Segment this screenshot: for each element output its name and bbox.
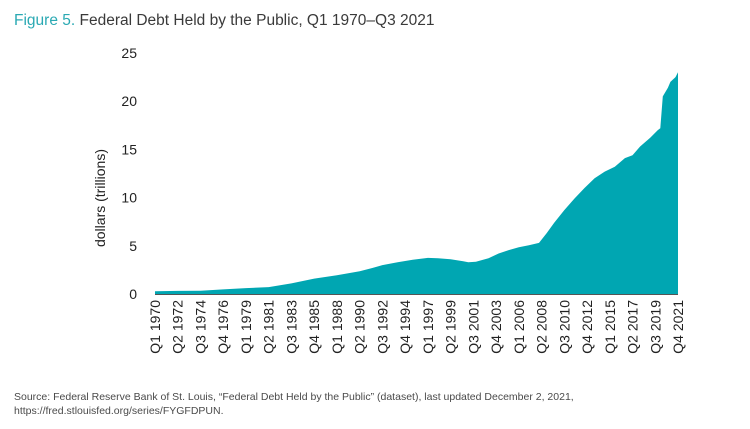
x-tick-label: Q1 1997 [420,300,436,354]
x-tick-label: Q4 2021 [670,300,686,354]
x-tick-label: Q4 2012 [579,300,595,354]
x-tick-label: Q2 1972 [170,300,186,354]
x-tick-label: Q2 2008 [534,300,550,354]
plot-area [155,72,678,294]
y-axis-label: dollars (trillions) [92,149,108,247]
x-tick-label: Q3 1992 [374,300,390,354]
source-note: Source: Federal Reserve Bank of St. Loui… [14,391,574,417]
x-tick-label: Q4 1985 [306,300,322,354]
x-tick-label: Q4 1976 [215,300,231,354]
x-tick-label: Q1 2006 [511,300,527,354]
x-tick-label: Q3 2001 [465,300,481,354]
y-tick-label: 5 [129,238,137,254]
x-tick-label: Q3 1983 [283,300,299,354]
x-tick-label: Q3 2019 [647,300,663,354]
x-tick-label: Q1 2015 [602,300,618,354]
x-tick-label: Q4 1994 [397,300,413,354]
x-tick-label: Q1 1979 [238,300,254,354]
x-tick-label: Q2 1981 [261,300,277,354]
y-tick-label: 20 [121,93,137,109]
figure-label: Figure 5. [14,12,76,29]
y-tick-label: 15 [121,141,137,157]
x-tick-label: Q3 1974 [193,300,209,354]
x-tick-label: Q2 2017 [625,300,641,354]
y-axis: 0 5 10 15 20 25 [121,45,137,302]
y-tick-label: 0 [129,286,137,302]
x-tick-label: Q4 2003 [488,300,504,354]
x-axis: Q1 1970 Q2 1972 Q3 1974 Q4 1976 Q1 1979 Q2 19… [147,294,686,354]
x-tick-label: Q2 1999 [443,300,459,354]
y-tick-label: 10 [121,190,137,206]
x-tick-label: Q2 1990 [352,300,368,354]
chart-title: Figure 5. Federal Debt Held by the Publi… [14,12,435,30]
title-text: Federal Debt Held by the Public, Q1 1970… [79,12,435,29]
y-tick-label: 25 [121,45,137,61]
x-tick-label: Q3 2010 [556,300,572,354]
x-tick-label: Q1 1988 [329,300,345,354]
series-area [155,72,678,294]
x-tick-label: Q1 1970 [147,300,163,354]
